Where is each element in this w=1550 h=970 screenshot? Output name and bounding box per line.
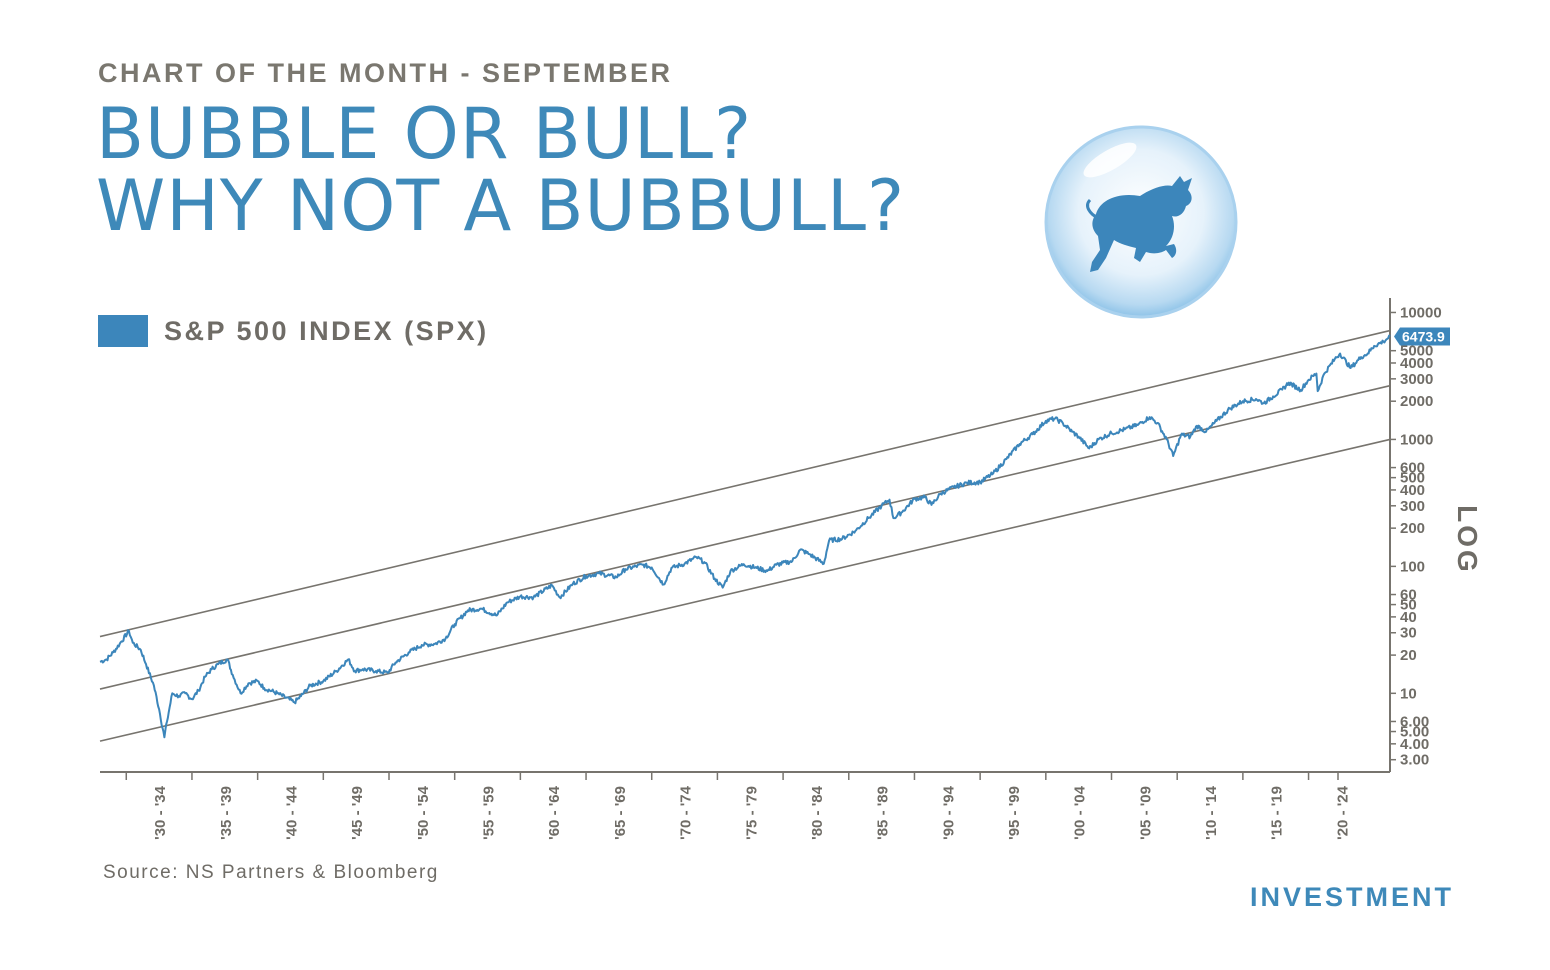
trend-line-lower-channel bbox=[99, 438, 1391, 742]
y-tick-label: 100 bbox=[1400, 558, 1425, 575]
x-tick-label: '15 - '19 bbox=[1269, 786, 1286, 840]
bull-in-bubble-icon bbox=[1044, 125, 1238, 319]
x-tick-label: '75 - '79 bbox=[743, 786, 760, 840]
x-tick-label: '10 - '14 bbox=[1203, 785, 1220, 839]
y-tick-label: 40 bbox=[1400, 609, 1417, 626]
source-note: Source: NS Partners & Bloomberg bbox=[103, 862, 439, 883]
y-tick-label: 3000 bbox=[1400, 371, 1433, 388]
legend-swatch bbox=[98, 315, 148, 347]
headline-line-2: WHY NOT A BUBBULL? bbox=[96, 165, 906, 247]
y-tick-label: 6.00 bbox=[1400, 713, 1429, 730]
x-tick-label: '60 - '64 bbox=[546, 785, 563, 839]
y-axis-ticks: 3.004.005.006.00102030405060100200300400… bbox=[1390, 304, 1442, 769]
y-tick-label: 300 bbox=[1400, 498, 1425, 515]
brand-label: INVESTMENT bbox=[1249, 882, 1454, 912]
y-scale-label: LOG bbox=[1452, 505, 1483, 575]
x-tick-label: '20 - '24 bbox=[1334, 785, 1351, 839]
y-tick-label: 3.00 bbox=[1400, 752, 1429, 769]
y-tick-label: 2000 bbox=[1400, 393, 1433, 410]
x-tick-label: '65 - '69 bbox=[612, 786, 629, 840]
x-tick-label: '45 - '49 bbox=[349, 786, 366, 840]
x-tick-label: '00 - '04 bbox=[1072, 785, 1089, 839]
y-tick-label: 600 bbox=[1400, 460, 1425, 477]
chart-kicker: CHART OF THE MONTH - SEPTEMBER bbox=[98, 58, 673, 88]
last-value-label: 6473.9 bbox=[1402, 328, 1445, 344]
y-tick-label: 5000 bbox=[1400, 343, 1433, 360]
x-tick-label: '50 - '54 bbox=[415, 785, 432, 839]
x-tick-label: '05 - '09 bbox=[1137, 786, 1154, 840]
chart-legend: S&P 500 INDEX (SPX) bbox=[98, 315, 489, 347]
legend-label: S&P 500 INDEX (SPX) bbox=[164, 315, 489, 346]
x-tick-label: '70 - '74 bbox=[678, 785, 695, 839]
x-tick-label: '35 - '39 bbox=[218, 786, 235, 840]
y-tick-label: 50 bbox=[1400, 597, 1417, 614]
y-tick-label: 4000 bbox=[1400, 355, 1433, 372]
trend-line-upper-channel bbox=[99, 329, 1391, 638]
x-tick-label: '95 - '99 bbox=[1006, 786, 1023, 840]
y-tick-label: 5.00 bbox=[1400, 724, 1429, 741]
y-tick-label: 500 bbox=[1400, 470, 1425, 487]
y-tick-label: 400 bbox=[1400, 482, 1425, 499]
x-tick-label: '85 - '89 bbox=[875, 786, 892, 840]
x-tick-label: '40 - '44 bbox=[283, 785, 300, 839]
y-tick-label: 20 bbox=[1400, 647, 1417, 664]
trend-lines bbox=[99, 329, 1391, 742]
trend-line-middle-trend bbox=[99, 384, 1391, 690]
y-tick-label: 30 bbox=[1400, 625, 1417, 642]
series-line-spx bbox=[99, 334, 1391, 739]
last-value-badge: 6473.9 bbox=[1394, 327, 1450, 346]
y-tick-label: 200 bbox=[1400, 520, 1425, 537]
y-tick-label: 1000 bbox=[1400, 431, 1433, 448]
y-tick-label: 60 bbox=[1400, 587, 1417, 604]
headline-line-1: BUBBLE OR BULL? bbox=[96, 93, 753, 175]
chart-headline: BUBBLE OR BULL? WHY NOT A BUBBULL? bbox=[96, 98, 905, 242]
y-tick-label: 4.00 bbox=[1400, 736, 1429, 753]
y-tick-label: 10 bbox=[1400, 685, 1417, 702]
x-tick-label: '55 - '59 bbox=[481, 786, 498, 840]
x-tick-label: '80 - '84 bbox=[809, 785, 826, 839]
y-tick-label: 10000 bbox=[1400, 304, 1442, 321]
x-tick-label: '30 - '34 bbox=[152, 785, 169, 839]
x-tick-label: '90 - '94 bbox=[940, 785, 957, 839]
x-axis-ticks: '30 - '34 '35 - '39 '40 - '44 '45 - '49 '50 … bbox=[125, 772, 1351, 840]
